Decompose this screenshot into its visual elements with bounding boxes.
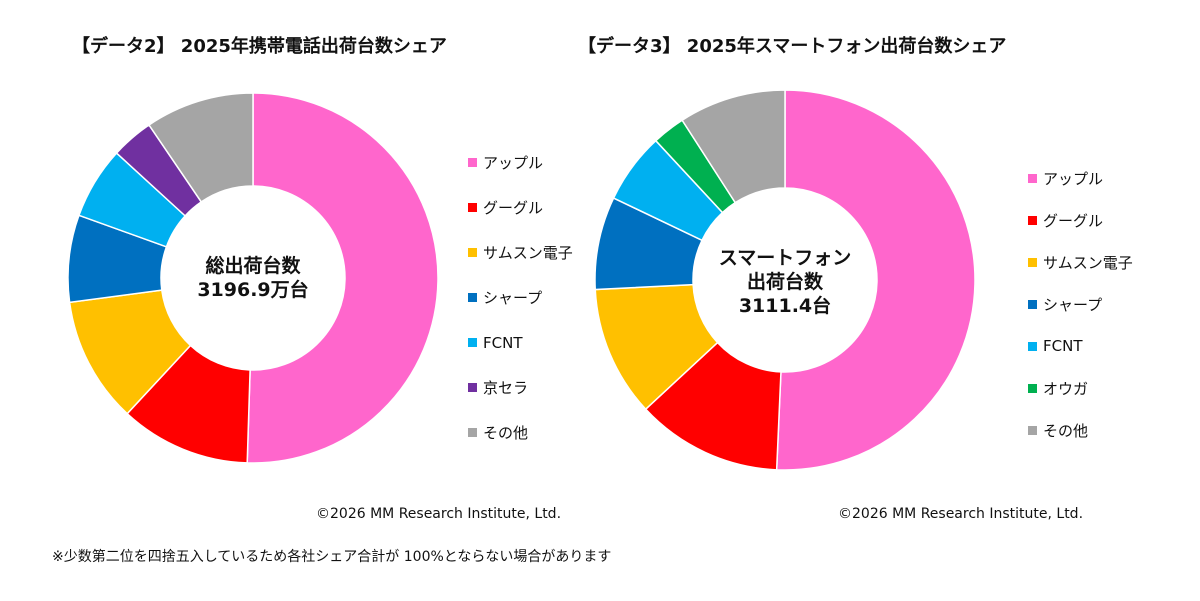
chart2-legend-item: FCNT [1028, 325, 1133, 367]
chart2-legend-item: グーグル [1028, 199, 1133, 241]
legend-label: オウガ [1043, 379, 1089, 398]
chart2-center-line1: スマートフォン [718, 247, 852, 269]
chart2-copyright: ©2026 MM Research Institute, Ltd. [838, 506, 1084, 522]
chart2-legend-item: オウガ [1028, 367, 1133, 409]
legend-label: シャープ [483, 289, 543, 307]
legend-label: サムスン電子 [483, 244, 573, 262]
legend-swatch-icon [1028, 173, 1037, 183]
legend-swatch-icon [468, 338, 477, 347]
legend-label: その他 [483, 424, 529, 442]
legend-label: FCNT [1043, 337, 1083, 355]
legend-swatch-icon [468, 293, 477, 302]
chart2-center-line2: 出荷台数 [746, 271, 823, 293]
legend-swatch-icon [1028, 215, 1037, 225]
legend-label: シャープ [1043, 295, 1103, 314]
chart1-legend-item: グーグル [468, 185, 573, 230]
chart2-legend-item: サムスン電子 [1028, 241, 1133, 283]
chart1-center-label: 総出荷台数 3196.9万台 [197, 254, 308, 302]
legend-label: サムスン電子 [1043, 253, 1133, 272]
chart1-center-line2: 3196.9万台 [197, 279, 309, 301]
legend-label: アップル [483, 154, 544, 172]
legend-swatch-icon [468, 383, 477, 392]
chart2-legend-item: その他 [1028, 409, 1133, 451]
chart2-center-label: スマートフォン 出荷台数 3111.4台 [719, 246, 851, 318]
chart2-slice-0 [775, 89, 976, 471]
legend-swatch-icon [1028, 257, 1037, 267]
legend-swatch-icon [1028, 425, 1037, 435]
chart1-legend-item: サムスン電子 [468, 230, 573, 275]
legend-label: アップル [1043, 169, 1104, 188]
legend-label: その他 [1043, 421, 1089, 440]
chart2-center-line3: 3111.4台 [738, 295, 832, 317]
chart1-slice-0 [246, 92, 439, 464]
chart1-legend-item: アップル [468, 140, 573, 185]
legend-label: グーグル [1043, 211, 1104, 230]
legend-swatch-icon [468, 158, 477, 167]
chart2-title: 【データ3】 2025年スマートフォン出荷台数シェア [578, 36, 1007, 57]
legend-label: グーグル [483, 199, 544, 217]
legend-swatch-icon [1028, 299, 1037, 309]
legend-label: FCNT [483, 333, 523, 352]
legend-swatch-icon [468, 248, 477, 257]
footnote: ※少数第二位を四捨五入しているため各社シェア合計が 100%とならない場合があり… [52, 549, 612, 565]
legend-label: 京セラ [483, 379, 529, 397]
chart1-legend-item: シャープ [468, 275, 573, 320]
chart2-slice-6 [681, 89, 786, 204]
chart1-legend: アップルグーグルサムスン電子 シャープ FCNT 京セラその他 [468, 140, 573, 455]
legend-swatch-icon [1028, 383, 1037, 393]
legend-swatch-icon [468, 428, 477, 437]
chart2-legend-item: アップル [1028, 157, 1133, 199]
chart2-legend-item: シャープ [1028, 283, 1133, 325]
chart1-legend-item: FCNT [468, 320, 573, 365]
chart1-legend-item: 京セラ [468, 365, 573, 410]
chart2-legend: アップルグーグルサムスン電子 シャープ FCNT オウガその他 [1028, 157, 1133, 451]
chart1-center-line1: 総出荷台数 [205, 255, 301, 277]
chart1-slice-6 [147, 92, 254, 203]
chart1-legend-item: その他 [468, 410, 573, 455]
legend-swatch-icon [1028, 341, 1037, 351]
chart1-copyright: ©2026 MM Research Institute, Ltd. [316, 506, 562, 522]
legend-swatch-icon [468, 203, 477, 212]
chart1-title: 【データ2】 2025年携帯電話出荷台数シェア [72, 36, 447, 57]
